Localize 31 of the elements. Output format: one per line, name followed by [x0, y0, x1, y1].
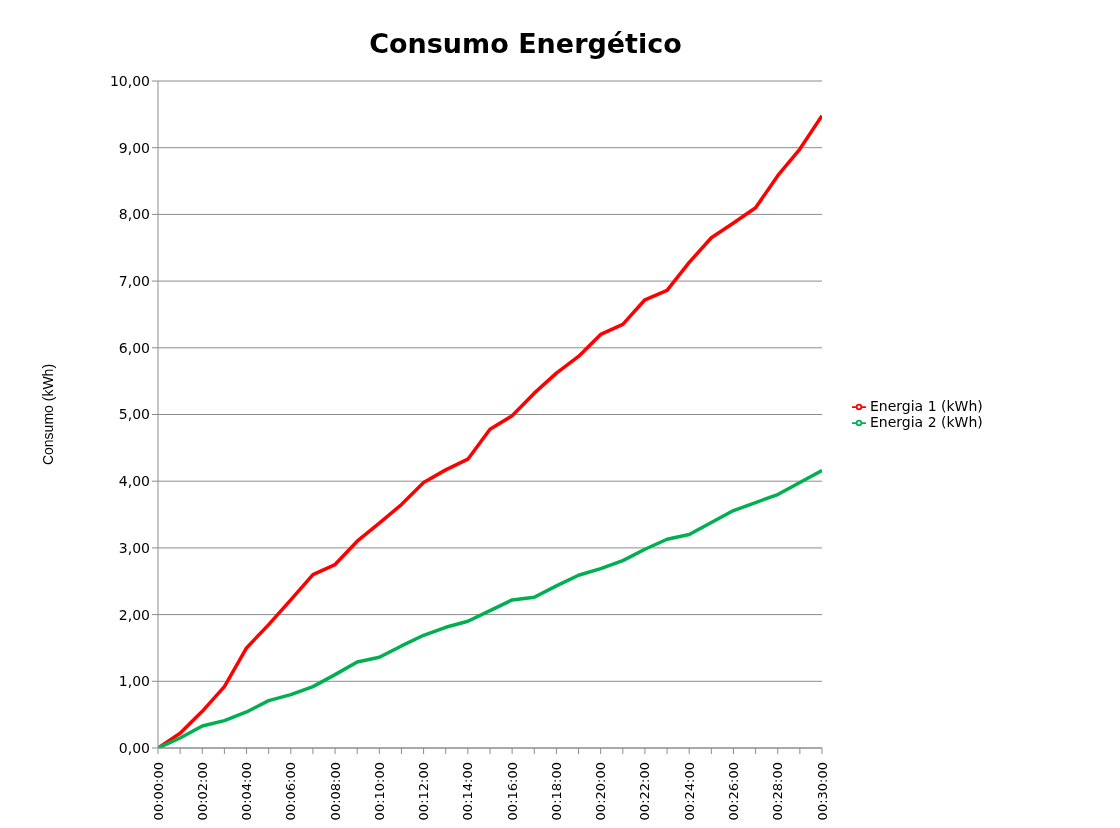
x-tick-label: 00:06:00 [283, 762, 299, 821]
x-tick-label: 00:26:00 [725, 762, 741, 821]
y-tick-label: 3,00 [118, 539, 150, 556]
y-axis-title: Consumo (kWh) [39, 363, 56, 466]
x-tick-label: 00:24:00 [681, 762, 697, 821]
y-tick-label: 8,00 [118, 206, 150, 223]
x-tick-label: 00:00:00 [150, 762, 166, 821]
x-tick-label: 00:12:00 [416, 762, 432, 821]
x-tick-label: 00:30:00 [814, 762, 830, 821]
legend-label: Energia 1 (kWh) [870, 398, 983, 414]
y-tick-label: 2,00 [118, 606, 150, 623]
legend-label: Energia 2 (kWh) [870, 414, 983, 430]
x-tick-label: 00:22:00 [637, 762, 653, 821]
y-tick-label: 10,00 [109, 72, 150, 89]
y-tick-label: 6,00 [118, 339, 150, 356]
y-tick-label: 0,00 [118, 739, 150, 756]
x-tick-label: 00:10:00 [371, 762, 387, 821]
y-tick-label: 7,00 [118, 273, 150, 290]
x-tick-label: 00:14:00 [460, 762, 476, 821]
x-tick-label: 00:28:00 [770, 762, 786, 821]
x-tick-label: 00:16:00 [504, 762, 520, 821]
y-tick-label: 4,00 [118, 473, 150, 490]
x-tick-label: 00:08:00 [327, 762, 343, 821]
chart-title: Consumo Energético [368, 28, 683, 59]
y-tick-label: 1,00 [118, 673, 150, 690]
y-tick-label: 9,00 [118, 139, 150, 156]
x-tick-label: 00:20:00 [593, 762, 609, 821]
y-tick-label: 5,00 [118, 406, 150, 423]
x-tick-label: 00:04:00 [239, 762, 255, 821]
x-tick-label: 00:02:00 [194, 762, 210, 821]
x-tick-label: 00:18:00 [548, 762, 564, 821]
